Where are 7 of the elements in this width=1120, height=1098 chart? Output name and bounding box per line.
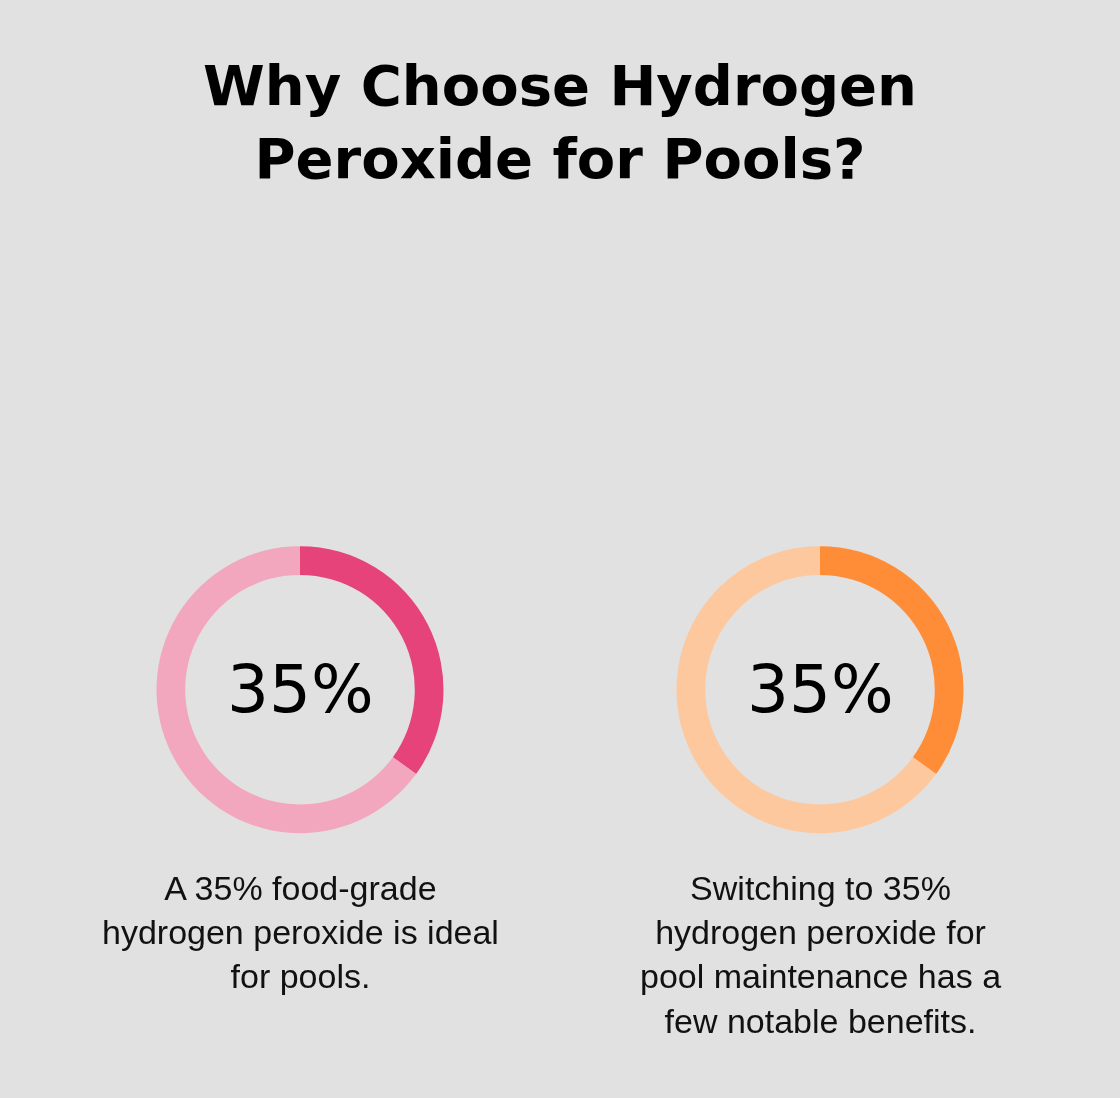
data-label: 35%: [227, 651, 374, 728]
text: A 35% food-grade hydrogen peroxide is ideal for pools.: [102, 869, 499, 996]
text: Why Choose Hydrogen Peroxide for Pools?: [203, 53, 917, 191]
text: Switching to 35% hydrogen peroxide for pool maintenance has a few notable benefits.: [640, 869, 1002, 1040]
donut-slice: [676, 546, 937, 833]
donut-slice: [156, 546, 417, 833]
data-label: 35%: [747, 651, 894, 728]
